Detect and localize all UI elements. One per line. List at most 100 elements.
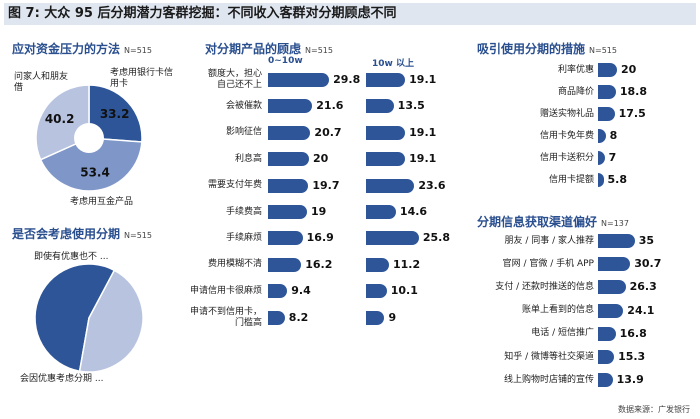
pie1-value-1: 53.4 (80, 165, 110, 179)
bar (268, 231, 303, 246)
category-label: 额度大，担心 自己还不上 (168, 69, 262, 91)
category-label-line: 信用卡提额 (548, 174, 594, 185)
category-label: 信用卡免年费 (484, 131, 594, 142)
section-title-incentives: 吸引使用分期的措施 N=515 (477, 40, 617, 57)
sample-size: N=515 (589, 46, 617, 55)
bar (366, 99, 394, 114)
bar (268, 125, 311, 140)
pie2-slice-1 (78, 269, 144, 373)
bar (598, 373, 613, 388)
bar (268, 205, 307, 219)
section-title-text: 吸引使用分期的措施 (477, 42, 586, 56)
bar (268, 178, 309, 193)
value-label: 21.6 (316, 99, 344, 113)
category-label: 利息高 (168, 154, 262, 165)
category-label-line: 电话 / 短信推广 (531, 328, 594, 339)
value-label: 20 (313, 152, 329, 166)
bar (598, 63, 617, 77)
category-label-line: 账单上看到的信息 (521, 305, 594, 316)
value-label: 29.8 (333, 73, 361, 86)
pie1-label-fintech: 考虑用互金产品 (70, 197, 134, 207)
bar (366, 73, 406, 87)
bar (268, 73, 330, 87)
value-label: 7 (608, 151, 617, 164)
value-label: 24.1 (627, 303, 655, 317)
category-label-line: 额度大，担心 (207, 69, 262, 79)
bar (598, 107, 615, 121)
value-label: 13.9 (616, 373, 644, 387)
value-label: 19.1 (409, 152, 437, 166)
section-title-funding-methods: 应对资金压力的方法 N=515 (12, 40, 152, 57)
category-label: 知乎 / 微博等社交渠道 (464, 352, 594, 363)
bar (366, 284, 387, 299)
bar (268, 152, 309, 167)
category-label: 账单上看到的信息 (464, 305, 594, 316)
value-label: 20 (621, 63, 637, 76)
category-label-line: 利率优惠 (557, 64, 594, 75)
value-label: 17.5 (618, 107, 646, 120)
pie1-hole (74, 123, 104, 153)
category-label-line: 费用模糊不清 (207, 259, 262, 270)
category-label-line: 申请不到信用卡， (189, 306, 262, 317)
bar (268, 257, 302, 272)
value-label: 5.8 (607, 173, 628, 186)
pie2-label-yes: 会因优惠考虑分期 ... (20, 374, 104, 384)
category-label-line: 手续麻烦 (225, 232, 262, 243)
series-label-high-income: 10w 以上 (372, 59, 414, 69)
category-label: 申请信用卡很麻烦 (168, 286, 262, 297)
value-label: 9.4 (291, 284, 311, 298)
category-label-line: 朋友 / 同事 / 家人推荐 (504, 235, 594, 246)
category-label-line: 赠送实物礼品 (539, 108, 594, 119)
category-label-line: 信用卡送积分 (539, 152, 594, 163)
category-label-line: 会被催款 (225, 100, 262, 111)
pie1-value-2: 40.2 (45, 112, 75, 126)
value-label: 30.7 (634, 257, 662, 271)
value-label: 19 (310, 205, 327, 218)
pie1-slice-1 (39, 137, 143, 192)
category-label: 信用卡送积分 (484, 153, 594, 164)
pie2-label-no: 即使有优惠也不 ... (34, 252, 109, 262)
category-label-line: 门槛高 (234, 317, 262, 328)
category-label-line: 线上购物时店铺的宣传 (503, 374, 594, 385)
value-label: 11.2 (392, 257, 421, 271)
category-label: 会被催款 (168, 101, 262, 112)
category-label: 官网 / 官微 / 手机 APP (464, 259, 594, 270)
sample-size: N=515 (124, 231, 152, 240)
pie1-label-credit-card: 考虑用银行卡信用卡 (110, 68, 174, 89)
figure-title: 图 7: 大众 95 后分期潜力客群挖掘：不同收入客群对分期顾虑不同 (4, 3, 696, 25)
bar (366, 178, 415, 193)
pie2-slice-0 (34, 263, 116, 373)
bar (598, 280, 626, 295)
value-label: 19.7 (312, 178, 340, 192)
bar (268, 310, 285, 325)
category-label: 手续麻烦 (168, 233, 262, 244)
value-label: 9 (388, 310, 397, 324)
value-label: 10.1 (390, 284, 418, 298)
value-label: 13.5 (397, 99, 425, 113)
pie1-label-family: 问家人和朋友借 (14, 72, 69, 93)
bar (366, 125, 406, 140)
series-label-low-income: 0~10w (268, 56, 303, 66)
value-label: 8.2 (288, 310, 309, 324)
category-label: 线上购物时店铺的宣传 (464, 375, 594, 386)
category-label-line: 商品降价 (557, 86, 594, 97)
section-title-channels: 分期信息获取渠道偏好 N=137 (477, 213, 629, 230)
pie1-value-0: 33.2 (100, 107, 130, 121)
sample-size: N=137 (601, 219, 629, 228)
category-label-line: 影响征信 (225, 127, 262, 138)
category-label: 商品降价 (484, 87, 594, 98)
value-label: 25.8 (422, 231, 451, 245)
bar (366, 310, 385, 325)
section-title-concerns: 对分期产品的顾虑 N=515 (205, 40, 333, 57)
bar (598, 234, 635, 248)
category-label: 支付 / 还款时推送的信息 (464, 282, 594, 293)
category-label: 需要支付年费 (168, 180, 262, 191)
section-title-text: 分期信息获取渠道偏好 (477, 215, 598, 229)
section-title-text: 是否会考虑使用分期 (12, 227, 121, 241)
value-label: 35 (638, 234, 655, 247)
bar (598, 303, 624, 318)
value-label: 26.3 (629, 280, 657, 294)
bar (598, 129, 606, 143)
category-label: 赠送实物礼品 (484, 109, 594, 120)
